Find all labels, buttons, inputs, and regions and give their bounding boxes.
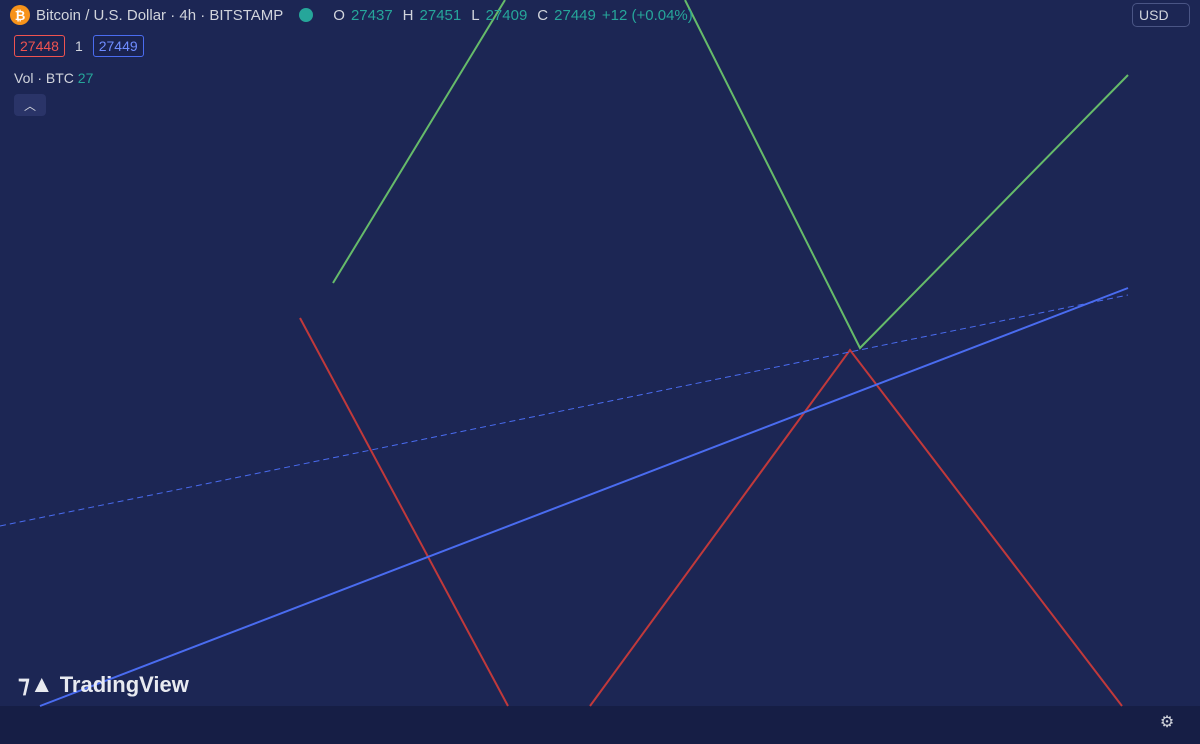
ask[interactable]: 27449 [92,35,144,57]
watermark: ⁊▲ TradingView [18,670,189,699]
open-label: O [333,6,345,24]
low-label: L [471,6,480,24]
green-trendline [684,0,1129,350]
market-status [299,8,314,22]
close-value: 27449 [554,6,596,24]
time-axis-bg [0,706,1200,744]
quote-badges: 27448 1 27449 [14,35,144,57]
green-trendline [332,0,506,284]
blue-dashed-trendline [0,294,1129,527]
coin-icon: ₿ [10,5,30,25]
symbol-title: Bitcoin / U.S. Dollar · 4h · BITSTAMP [36,6,284,24]
open-value: 27437 [350,6,393,24]
symbol-header: ₿ Bitcoin / U.S. Dollar · 4h · BITSTAMP … [10,5,693,25]
settings-icon[interactable]: ⚙ [1160,714,1174,731]
volume-value: 27 [77,70,94,86]
volume-legend: Vol · BTC 27 [10,68,98,88]
low-value: 27409 [485,6,528,24]
brand: TradingView [59,671,189,697]
currency-selector[interactable]: USD [1132,3,1190,27]
logo-mark: ⁊▲ [18,671,54,698]
red-trendline [589,348,1123,707]
close-label: C [537,6,549,24]
currency: USD [1139,7,1169,23]
bid[interactable]: 27448 [14,35,65,57]
blue-trendline [39,287,1129,707]
high-value: 27451 [419,6,462,24]
red-trendline [299,317,509,707]
high-label: H [402,6,414,24]
change: +12 (+0.04%) [601,6,693,24]
spread: 1 [74,38,83,54]
collapse-button[interactable]: ︿ [14,94,46,116]
drawings [0,0,1129,707]
volume-label: Vol · BTC [14,70,74,86]
